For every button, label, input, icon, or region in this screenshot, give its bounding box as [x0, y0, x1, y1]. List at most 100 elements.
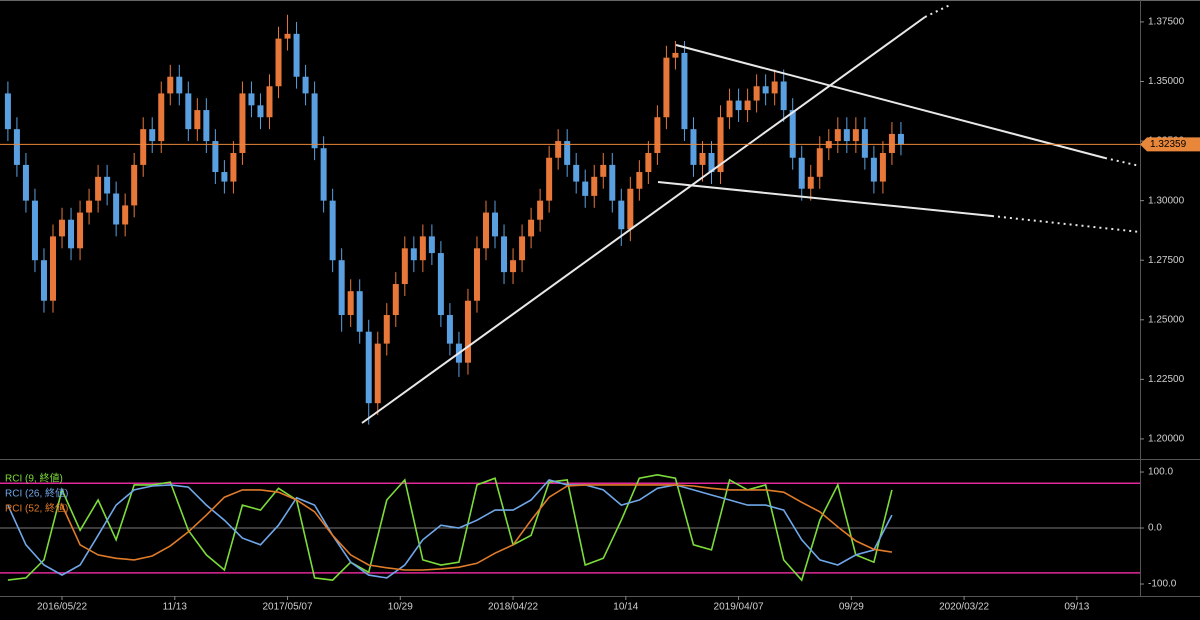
- y-tick-label: 1.35000: [1148, 76, 1185, 87]
- candle-body: [158, 93, 165, 142]
- candle-body: [807, 176, 814, 189]
- candle-body: [49, 236, 56, 301]
- candle-body: [789, 110, 796, 158]
- candle-body: [672, 52, 679, 58]
- candle-body: [275, 38, 282, 87]
- candle-body: [320, 148, 327, 201]
- y-tick-label: 1.27500: [1148, 255, 1185, 266]
- x-tick-label: 2020/03/22: [939, 602, 989, 613]
- y-tick-label: 100.0: [1148, 467, 1173, 478]
- candle-body: [627, 188, 634, 230]
- y-tick-label: 1.25000: [1148, 314, 1185, 325]
- legend-entry: RCI (26, 終値): [5, 487, 68, 500]
- candle-body: [681, 52, 688, 130]
- x-tick-label: 10/29: [388, 602, 413, 613]
- x-tick-label: 09/13: [1064, 602, 1089, 613]
- candle-body: [528, 219, 535, 237]
- candle-body: [519, 236, 526, 261]
- candle-body: [618, 200, 625, 230]
- candle-body: [4, 93, 11, 130]
- candle-body: [68, 219, 75, 249]
- candle-body: [401, 248, 408, 285]
- rci-line: [7, 478, 893, 579]
- trend-line-extension: [924, 3, 953, 18]
- candle-body: [690, 129, 697, 165]
- candle-body: [600, 164, 607, 177]
- candle-body: [176, 76, 183, 94]
- candle-body: [410, 248, 417, 261]
- legend-entry: RCI (52, 終値): [5, 502, 68, 515]
- price-label-box: [1140, 137, 1200, 152]
- candle-body: [230, 152, 237, 182]
- legend-entry: RCI (9, 終値): [5, 472, 63, 485]
- candle-body: [221, 172, 228, 182]
- y-tick-label: 1.22500: [1148, 374, 1185, 385]
- trend-lines: [361, 3, 1141, 424]
- candle-body: [753, 86, 760, 101]
- x-tick-label: 11/13: [163, 602, 188, 613]
- candle-body: [59, 219, 66, 237]
- candle-body: [762, 86, 769, 94]
- candle-body: [473, 248, 480, 301]
- candle-body: [257, 105, 264, 118]
- candle-body: [13, 129, 20, 165]
- x-tick-label: 2017/05/07: [263, 602, 313, 613]
- candle-body: [419, 236, 426, 261]
- x-tick-label: 10/14: [613, 602, 638, 613]
- price-label: 1.32359: [1150, 139, 1187, 150]
- candle-body: [537, 200, 544, 220]
- candle-body: [834, 129, 841, 142]
- candle-body: [897, 133, 904, 145]
- rci-panel: 100.0 0.0 -100.0 RCI (9, 終値) RCI (26, 終値) RCI…: [0, 467, 1177, 590]
- candle-body: [464, 300, 471, 363]
- candle-body: [329, 200, 336, 261]
- candle-body: [374, 343, 381, 404]
- candle-body: [888, 133, 895, 153]
- candle-body: [338, 260, 345, 316]
- candle-body: [555, 141, 562, 158]
- x-tick-label: 09/29: [839, 602, 864, 613]
- candle-body: [573, 164, 580, 182]
- candle-body: [284, 33, 291, 39]
- candle-body: [22, 164, 29, 201]
- candle-body: [167, 76, 174, 94]
- candle-body: [591, 176, 598, 196]
- candle-body: [609, 164, 616, 201]
- candle-body: [437, 253, 444, 316]
- candle-body: [446, 315, 453, 344]
- rci-line: [7, 473, 893, 582]
- candle-body: [185, 93, 192, 130]
- candle-body: [654, 117, 661, 153]
- y-tick-label: 1.30000: [1148, 195, 1185, 206]
- candle-body: [293, 33, 300, 77]
- candle-body: [239, 93, 246, 153]
- candle-body: [365, 331, 372, 404]
- x-tick-label: 2019/04/07: [714, 602, 764, 613]
- candle-body: [798, 157, 805, 189]
- trend-line: [675, 44, 1106, 159]
- candle-body: [95, 176, 102, 201]
- candle-body: [744, 100, 751, 111]
- trend-line: [361, 16, 926, 424]
- candle-body: [428, 236, 435, 254]
- candle-body: [194, 110, 201, 130]
- candle-body: [780, 81, 787, 111]
- x-tick-label: 2018/04/22: [488, 602, 538, 613]
- y-tick-label: 0.0: [1148, 523, 1162, 534]
- candle-body: [816, 148, 823, 177]
- rci-line: [61, 484, 893, 571]
- candle-body: [708, 152, 715, 173]
- candle-body: [564, 141, 571, 165]
- candle-body: [40, 260, 47, 301]
- candle-body: [870, 157, 877, 182]
- candle-body: [852, 129, 859, 142]
- candle-body: [149, 129, 156, 142]
- candles: [4, 14, 904, 425]
- candle-body: [266, 86, 273, 118]
- candle-body: [546, 157, 553, 201]
- trend-line: [657, 181, 993, 217]
- x-tick-label: 2016/05/22: [37, 602, 87, 613]
- trend-line-extension: [991, 215, 1141, 233]
